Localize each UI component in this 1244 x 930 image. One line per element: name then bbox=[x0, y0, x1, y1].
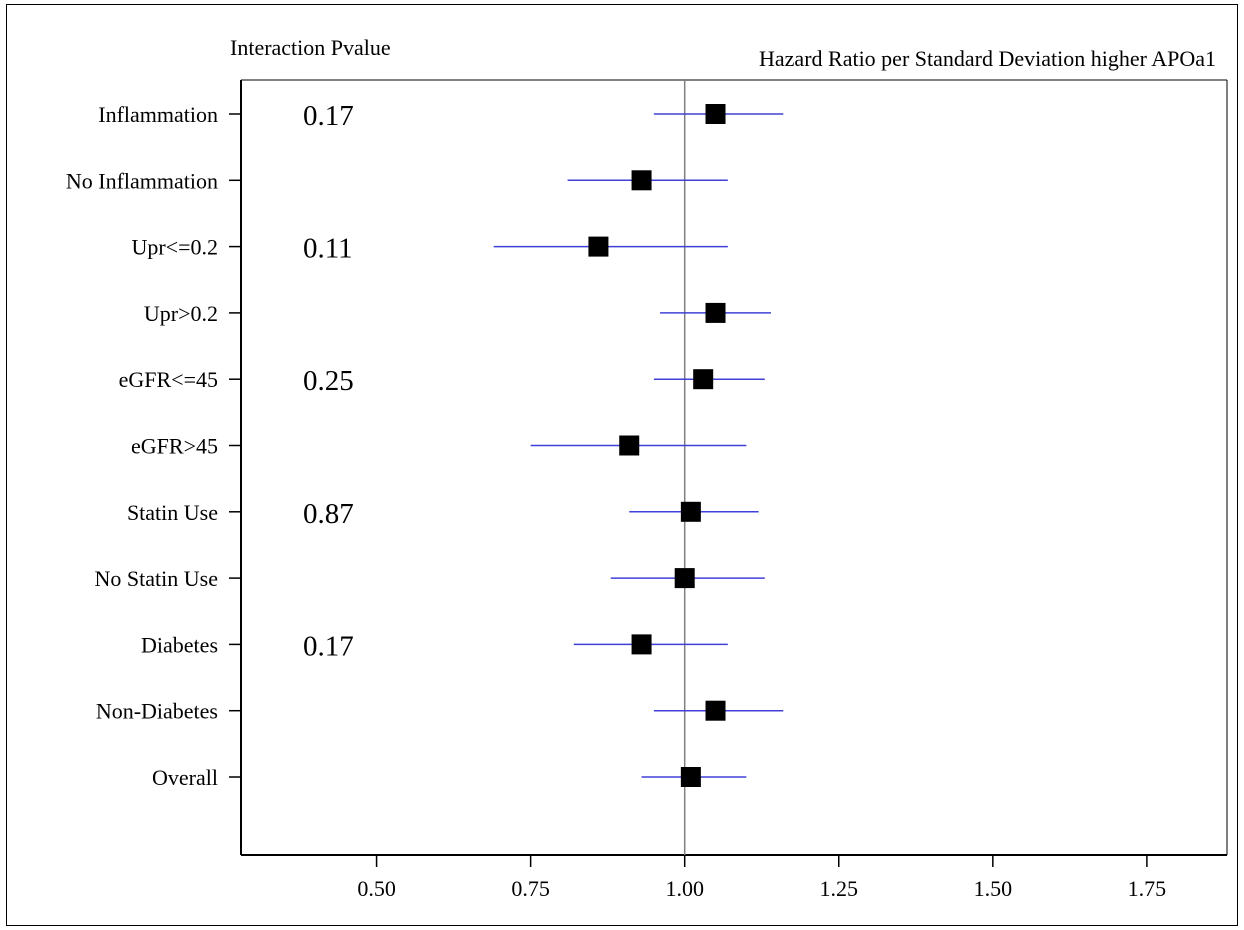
axes bbox=[240, 79, 1228, 856]
x-ticks: 0.50 0.75 1.00 1.25 1.50 1.75 bbox=[357, 855, 1166, 901]
row-label: Upr<=0.2 bbox=[131, 235, 218, 260]
x-tick-label: 0.75 bbox=[511, 876, 550, 901]
row-label: No Statin Use bbox=[95, 566, 218, 591]
x-tick-label: 1.25 bbox=[820, 876, 859, 901]
row-label: eGFR>45 bbox=[131, 434, 218, 459]
row-label: Non-Diabetes bbox=[96, 699, 218, 724]
forest-row: eGFR<=45 0.25 bbox=[119, 365, 765, 397]
x-tick-label: 1.00 bbox=[665, 876, 704, 901]
forest-row: No Inflammation bbox=[66, 168, 728, 193]
forest-row: eGFR>45 bbox=[131, 434, 747, 459]
hr-marker bbox=[705, 104, 726, 124]
hr-marker bbox=[680, 501, 701, 522]
row-label: Overall bbox=[152, 765, 218, 790]
pvalue-label: 0.17 bbox=[303, 100, 354, 132]
hr-marker bbox=[619, 435, 640, 456]
hr-marker bbox=[693, 369, 714, 390]
pvalue-label: 0.25 bbox=[303, 365, 354, 397]
x-tick-label: 1.75 bbox=[1128, 876, 1167, 901]
row-label: Upr>0.2 bbox=[144, 301, 218, 326]
row-label: eGFR<=45 bbox=[119, 367, 218, 392]
pvalue-header: Interaction Pvalue bbox=[230, 35, 391, 60]
hr-marker bbox=[631, 634, 652, 655]
row-label: Statin Use bbox=[127, 500, 218, 525]
pvalue-label: 0.11 bbox=[303, 233, 353, 265]
pvalue-label: 0.17 bbox=[303, 630, 354, 662]
forest-row: Overall bbox=[152, 765, 747, 790]
forest-row: Upr>0.2 bbox=[144, 301, 771, 326]
hr-marker bbox=[705, 302, 726, 323]
row-label: No Inflammation bbox=[66, 168, 218, 193]
forest-row: Upr<=0.2 0.11 bbox=[131, 233, 728, 265]
forest-row: No Statin Use bbox=[95, 566, 765, 591]
row-label: Inflammation bbox=[98, 102, 218, 127]
forest-row: Non-Diabetes bbox=[96, 699, 784, 724]
x-tick-label: 1.50 bbox=[974, 876, 1013, 901]
x-tick-label: 0.50 bbox=[357, 876, 396, 901]
pvalue-label: 0.87 bbox=[303, 498, 354, 530]
hr-marker bbox=[631, 170, 652, 191]
forest-row: Statin Use 0.87 bbox=[127, 498, 759, 530]
hr-marker bbox=[588, 236, 609, 257]
forest-row: Inflammation 0.17 bbox=[98, 100, 784, 132]
hr-marker bbox=[680, 767, 701, 787]
forest-row: Diabetes 0.17 bbox=[141, 630, 728, 662]
rows-group: Inflammation 0.17 No Inflammation Upr<=0.2 0… bbox=[66, 100, 784, 790]
chart-title: Hazard Ratio per Standard Deviation high… bbox=[759, 46, 1216, 71]
hr-marker bbox=[705, 700, 726, 721]
figure-frame bbox=[6, 4, 1238, 926]
row-label: Diabetes bbox=[141, 632, 218, 657]
hr-marker bbox=[674, 568, 695, 589]
